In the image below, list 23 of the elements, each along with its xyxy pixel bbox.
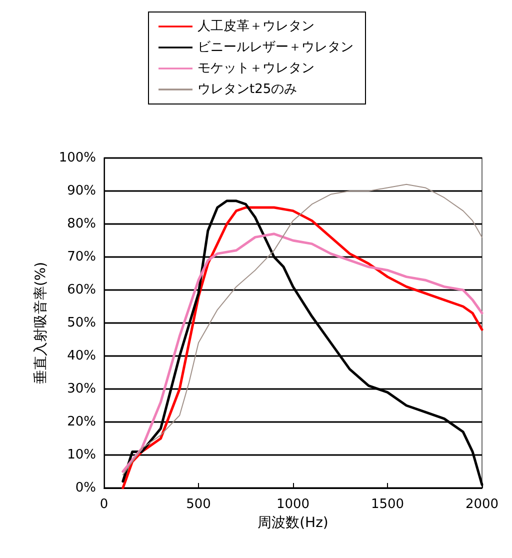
x-tick-label: 1500 (370, 497, 404, 512)
y-tick-label: 70% (67, 250, 96, 264)
y-axis-title: 垂直入射吸音率(%) (32, 262, 49, 384)
x-tick-label: 1000 (276, 497, 310, 512)
x-tick-label: 0 (100, 497, 108, 512)
y-tick-label: 60% (67, 282, 96, 298)
legend-label: ウレタンt25のみ (198, 82, 298, 97)
line-series (122, 232, 484, 473)
legend-label: ビニールレザー＋ウレタン (198, 40, 354, 55)
y-tick-label: 10% (67, 448, 96, 462)
legend-label: モケット＋ウレタン (198, 61, 314, 76)
y-tick-label: 50% (67, 316, 96, 330)
y-tick-label: 100% (58, 150, 96, 166)
x-axis-title: 周波数(Hz) (258, 514, 328, 531)
y-tick-label: 0% (75, 480, 96, 496)
y-tick-label: 90% (67, 184, 96, 198)
y-tick-label: 20% (67, 414, 96, 430)
x-tick-label: 500 (186, 497, 211, 512)
x-tick-label: 2000 (465, 497, 499, 512)
y-tick-label: 80% (67, 216, 96, 232)
y-tick-label: 40% (67, 348, 96, 364)
y-tick-label: 30% (67, 382, 96, 396)
legend-label: 人工皮革＋ウレタン (198, 19, 314, 34)
